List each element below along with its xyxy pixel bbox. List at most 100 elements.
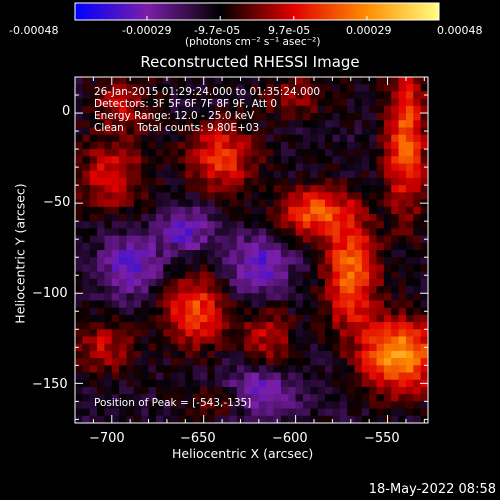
heatmap-cell (273, 149, 282, 157)
heatmap-cell (361, 271, 370, 280)
heatmap-cell (141, 264, 149, 272)
heatmap-cell (420, 105, 429, 114)
heatmap-cell (192, 372, 201, 381)
heatmap-cell (244, 336, 252, 345)
heatmap-cell (236, 250, 245, 258)
heatmap-cell (347, 199, 355, 208)
heatmap-cell (97, 293, 105, 301)
heatmap-cell (288, 156, 296, 164)
heatmap-cell (354, 271, 363, 280)
heatmap-cell (163, 286, 171, 294)
heatmap-cell (405, 221, 414, 229)
heatmap-cell (155, 386, 164, 395)
heatmap-cell (339, 386, 348, 395)
heatmap-cell (398, 199, 407, 208)
heatmap-cell (119, 141, 127, 150)
heatmap-cell (185, 358, 193, 366)
heatmap-cell (280, 185, 289, 193)
heatmap-cell (148, 379, 157, 388)
heatmap-cell (148, 415, 157, 424)
heatmap-cell (405, 105, 414, 114)
heatmap-cell (236, 141, 245, 150)
heatmap-cell (229, 350, 238, 359)
heatmap-cell (332, 336, 341, 345)
heatmap-cell (148, 257, 157, 265)
heatmap-cell (148, 365, 157, 373)
heatmap-cell (126, 206, 135, 215)
heatmap-cell (200, 127, 208, 135)
heatmap-cell (354, 127, 363, 135)
heatmap-cell (369, 91, 377, 99)
heatmap-cell (251, 336, 260, 345)
heatmap-cell (280, 379, 289, 388)
heatmap-cell (398, 415, 407, 424)
heatmap-cell (133, 386, 142, 395)
heatmap-cell (369, 401, 377, 409)
heatmap-cell (251, 127, 260, 135)
heatmap-cell (236, 408, 245, 417)
heatmap-cell (398, 163, 407, 172)
heatmap-cell (133, 358, 142, 366)
colorbar-tick-label-1: -0.00029 (122, 24, 172, 37)
heatmap-cell (339, 141, 348, 150)
heatmap-cell (339, 170, 348, 179)
heatmap-cell (126, 91, 135, 99)
heatmap-cell (104, 185, 113, 193)
heatmap-cell (361, 177, 370, 186)
heatmap-cell (332, 134, 341, 143)
heatmap-cell (177, 386, 186, 395)
heatmap-cell (361, 286, 370, 294)
heatmap-cell (273, 401, 282, 409)
heatmap-cell (317, 120, 326, 128)
heatmap-cell (420, 293, 429, 301)
heatmap-cell (89, 358, 98, 366)
heatmap-cell (413, 250, 421, 258)
heatmap-cell (207, 77, 216, 85)
heatmap-cell (236, 149, 245, 157)
heatmap-cell (148, 192, 157, 200)
heatmap-cell (185, 329, 193, 337)
heatmap-cell (405, 372, 414, 381)
heatmap-cell (325, 329, 333, 337)
heatmap-cell (89, 257, 98, 265)
heatmap-cell (420, 286, 429, 294)
heatmap-cell (398, 177, 407, 186)
heatmap-cell (222, 372, 230, 381)
heatmap-cell (177, 134, 186, 143)
heatmap-cell (413, 221, 421, 229)
heatmap-cell (369, 113, 377, 121)
heatmap-cell (170, 235, 179, 244)
heatmap-cell (325, 300, 333, 308)
heatmap-cell (273, 278, 282, 287)
heatmap-cell (398, 379, 407, 388)
heatmap-cell (288, 314, 296, 323)
heatmap-cell (207, 293, 216, 301)
heatmap-cell (376, 264, 385, 272)
heatmap-cell (273, 120, 282, 128)
heatmap-cell (288, 141, 296, 150)
heatmap-cell (280, 98, 289, 107)
heatmap-cell (89, 286, 98, 294)
heatmap-cell (89, 336, 98, 345)
heatmap-cell (302, 163, 311, 172)
heatmap-cell (295, 365, 304, 373)
heatmap-cell (302, 358, 311, 366)
heatmap-cell (332, 206, 341, 215)
heatmap-cell (273, 300, 282, 308)
heatmap-cell (82, 170, 90, 179)
heatmap-cell (332, 127, 341, 135)
heatmap-cell (369, 408, 377, 417)
heatmap-cell (214, 98, 223, 107)
heatmap-cell (236, 343, 245, 352)
heatmap-cell (273, 250, 282, 258)
heatmap-cell (126, 372, 135, 381)
heatmap-cell (200, 213, 208, 222)
heatmap-cell (251, 206, 260, 215)
heatmap-cell (244, 149, 252, 157)
heatmap-cell (185, 300, 193, 308)
heatmap-cell (111, 156, 120, 164)
heatmap-cell (405, 336, 414, 345)
heatmap-cell (214, 213, 223, 222)
heatmap-cell (398, 134, 407, 143)
heatmap-cell (273, 242, 282, 251)
